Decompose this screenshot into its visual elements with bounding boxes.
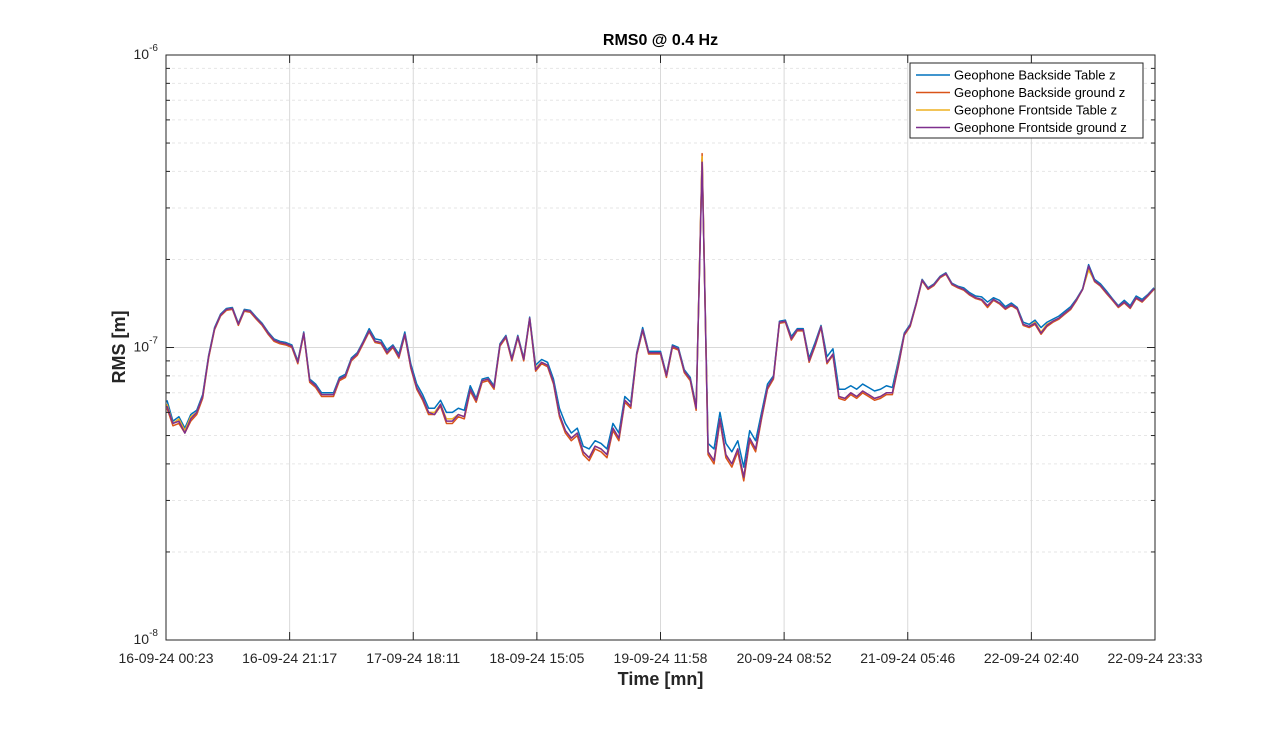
legend-entry-label: Geophone Frontside ground z bbox=[954, 120, 1127, 135]
series-group bbox=[166, 152, 1155, 482]
x-axis-label: Time [mn] bbox=[618, 669, 704, 689]
x-tick-label: 22-09-24 23:33 bbox=[1108, 650, 1203, 666]
legend-entry-label: Geophone Backside ground z bbox=[954, 85, 1125, 100]
legend-entry-label: Geophone Frontside Table z bbox=[954, 103, 1117, 118]
series-line-1 bbox=[166, 158, 1155, 468]
y-axis-label: RMS [m] bbox=[109, 311, 129, 384]
x-tick-label: 21-09-24 05:46 bbox=[860, 650, 955, 666]
y-tick-label: 10-8 bbox=[134, 628, 159, 647]
x-tick-label: 16-09-24 21:17 bbox=[242, 650, 337, 666]
y-tick-label: 10-7 bbox=[134, 336, 159, 355]
legend-entry-label: Geophone Backside Table z bbox=[954, 68, 1116, 83]
x-tick-labels: 16-09-24 00:23 16-09-24 21:17 17-09-24 18:… bbox=[119, 650, 1203, 666]
y-tick-label: 10-6 bbox=[134, 43, 159, 62]
x-tick-label: 19-09-24 11:58 bbox=[614, 650, 708, 666]
x-tick-label: 16-09-24 00:23 bbox=[119, 650, 214, 666]
axis-ticks bbox=[165, 54, 1156, 641]
x-tick-label: 17-09-24 18:11 bbox=[366, 650, 460, 666]
chart-title: RMS0 @ 0.4 Hz bbox=[603, 32, 718, 49]
y-tick-labels: 10-6 10-7 10-8 bbox=[134, 43, 159, 647]
x-tick-label: 22-09-24 02:40 bbox=[984, 650, 1079, 666]
legend: Geophone Backside Table z Geophone Backsi… bbox=[909, 62, 1144, 139]
x-tick-label: 20-09-24 08:52 bbox=[737, 650, 832, 666]
x-tick-label: 18-09-24 15:05 bbox=[489, 650, 584, 666]
series-line-4 bbox=[166, 161, 1155, 479]
